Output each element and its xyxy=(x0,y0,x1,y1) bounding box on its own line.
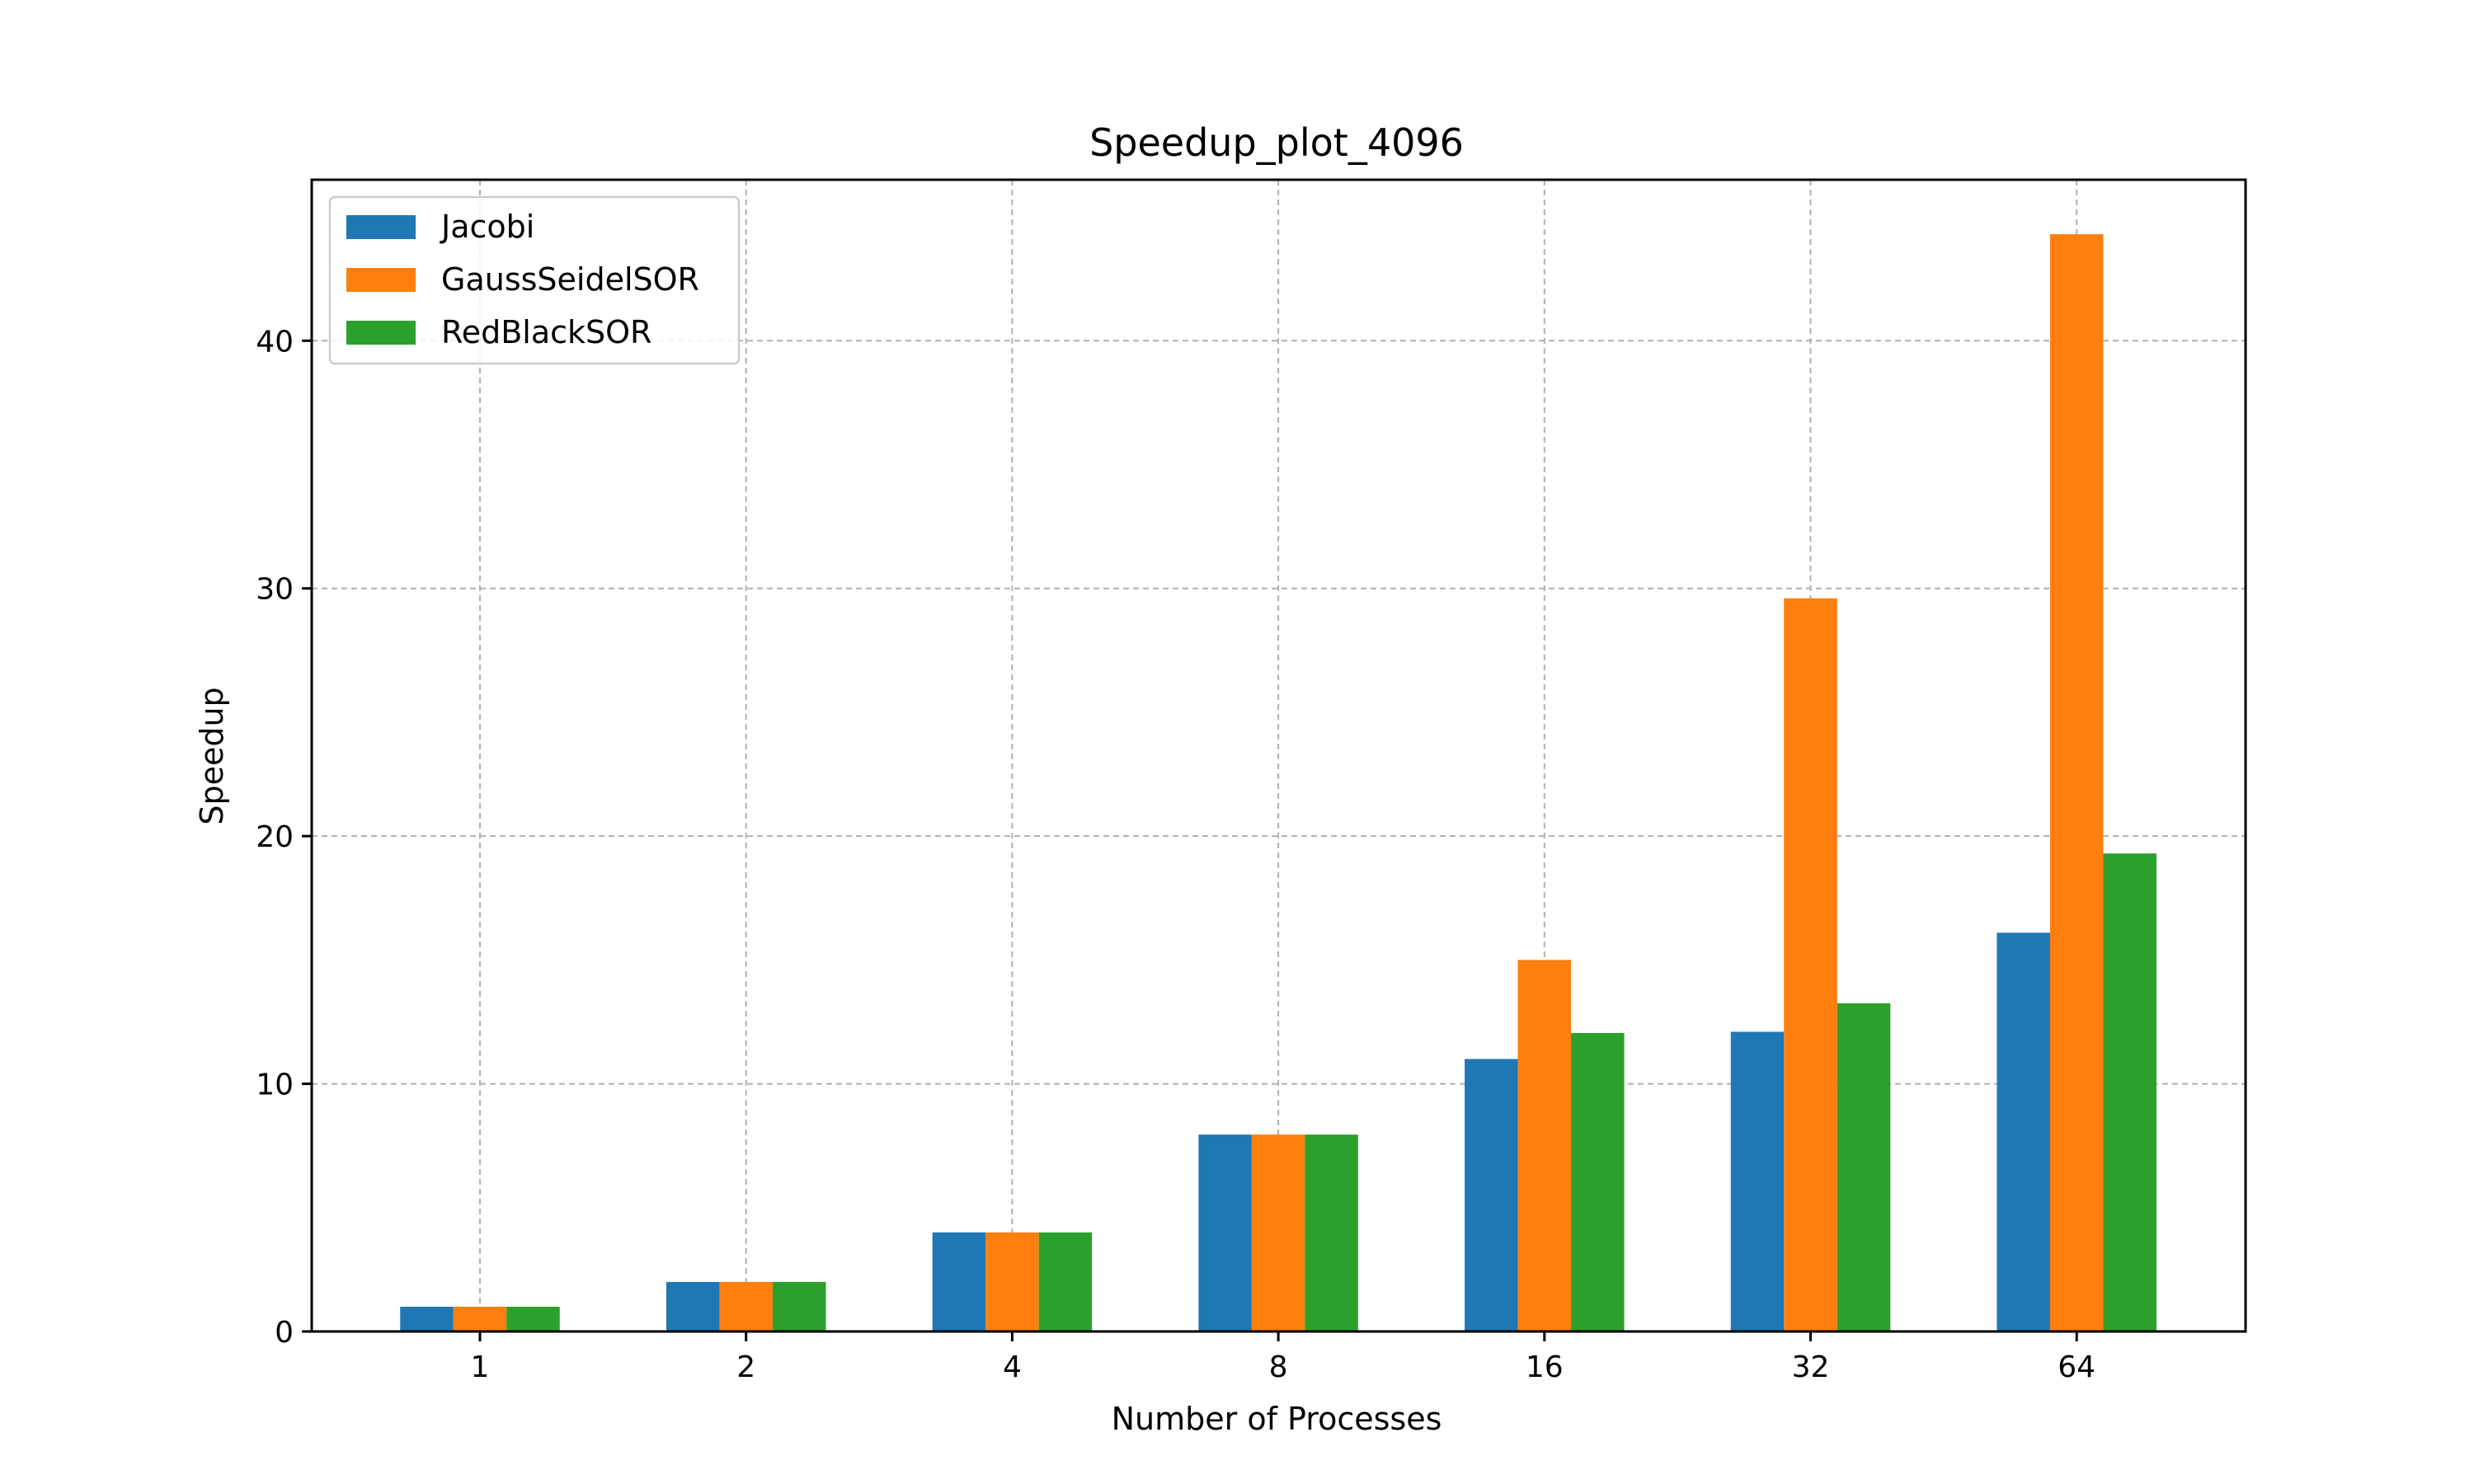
bar-gaussseidelsor-64 xyxy=(2049,234,2104,1332)
y-tick-label: 40 xyxy=(256,325,294,359)
bar-jacobi-32 xyxy=(1730,1031,1785,1331)
bar-jacobi-1 xyxy=(400,1306,454,1331)
y-tick-label: 0 xyxy=(275,1316,294,1350)
x-axis-ticks: 1 2 4 8 16 32 64 xyxy=(471,1331,2095,1384)
bar-gaussseidelsor-4 xyxy=(985,1232,1039,1331)
legend: Jacobi GaussSeidelSOR RedBlackSOR xyxy=(328,195,741,365)
legend-label-redblacksor: RedBlackSOR xyxy=(441,314,651,350)
x-tick-label: 32 xyxy=(1792,1350,1830,1384)
y-tick-label: 10 xyxy=(256,1068,294,1102)
bar-jacobi-4 xyxy=(932,1232,986,1331)
legend-label-gaussseidelsor: GaussSeidelSOR xyxy=(441,261,699,298)
bar-redblacksor-32 xyxy=(1837,1003,1891,1331)
legend-swatch-redblacksor xyxy=(346,321,416,345)
bar-jacobi-8 xyxy=(1198,1134,1252,1331)
legend-box xyxy=(328,195,741,365)
bar-redblacksor-4 xyxy=(1038,1232,1093,1331)
chart-title: Speedup_plot_4096 xyxy=(1089,120,1464,165)
bar-redblacksor-1 xyxy=(506,1306,560,1331)
x-axis-label: Number of Processes xyxy=(1112,1401,1442,1437)
y-axis-label: Speedup xyxy=(194,687,230,824)
bar-redblacksor-64 xyxy=(2103,853,2157,1331)
bar-jacobi-2 xyxy=(666,1281,720,1331)
bar-gaussseidelsor-32 xyxy=(1784,598,1837,1331)
x-tick-label: 4 xyxy=(1003,1350,1022,1384)
bar-redblacksor-16 xyxy=(1571,1032,1625,1331)
legend-swatch-jacobi xyxy=(346,215,416,239)
y-axis-ticks: 0 10 20 30 40 xyxy=(256,325,312,1350)
bar-redblacksor-2 xyxy=(772,1281,826,1331)
bar-gaussseidelsor-8 xyxy=(1251,1134,1305,1331)
bar-gaussseidelsor-1 xyxy=(453,1306,507,1331)
x-tick-label: 16 xyxy=(1526,1350,1564,1384)
bars xyxy=(400,234,2157,1332)
bar-jacobi-16 xyxy=(1465,1059,1518,1331)
legend-swatch-gaussseidelsor xyxy=(346,268,416,292)
bar-gaussseidelsor-2 xyxy=(719,1281,773,1331)
x-tick-label: 2 xyxy=(736,1350,755,1384)
x-tick-label: 8 xyxy=(1269,1350,1288,1384)
bar-redblacksor-8 xyxy=(1305,1134,1358,1331)
x-tick-label: 1 xyxy=(471,1350,490,1384)
y-tick-label: 20 xyxy=(256,820,294,854)
x-tick-label: 64 xyxy=(2058,1350,2095,1384)
bar-jacobi-64 xyxy=(1997,932,2050,1331)
legend-label-jacobi: Jacobi xyxy=(440,209,534,245)
y-tick-label: 30 xyxy=(256,573,294,607)
bar-gaussseidelsor-16 xyxy=(1517,960,1572,1331)
